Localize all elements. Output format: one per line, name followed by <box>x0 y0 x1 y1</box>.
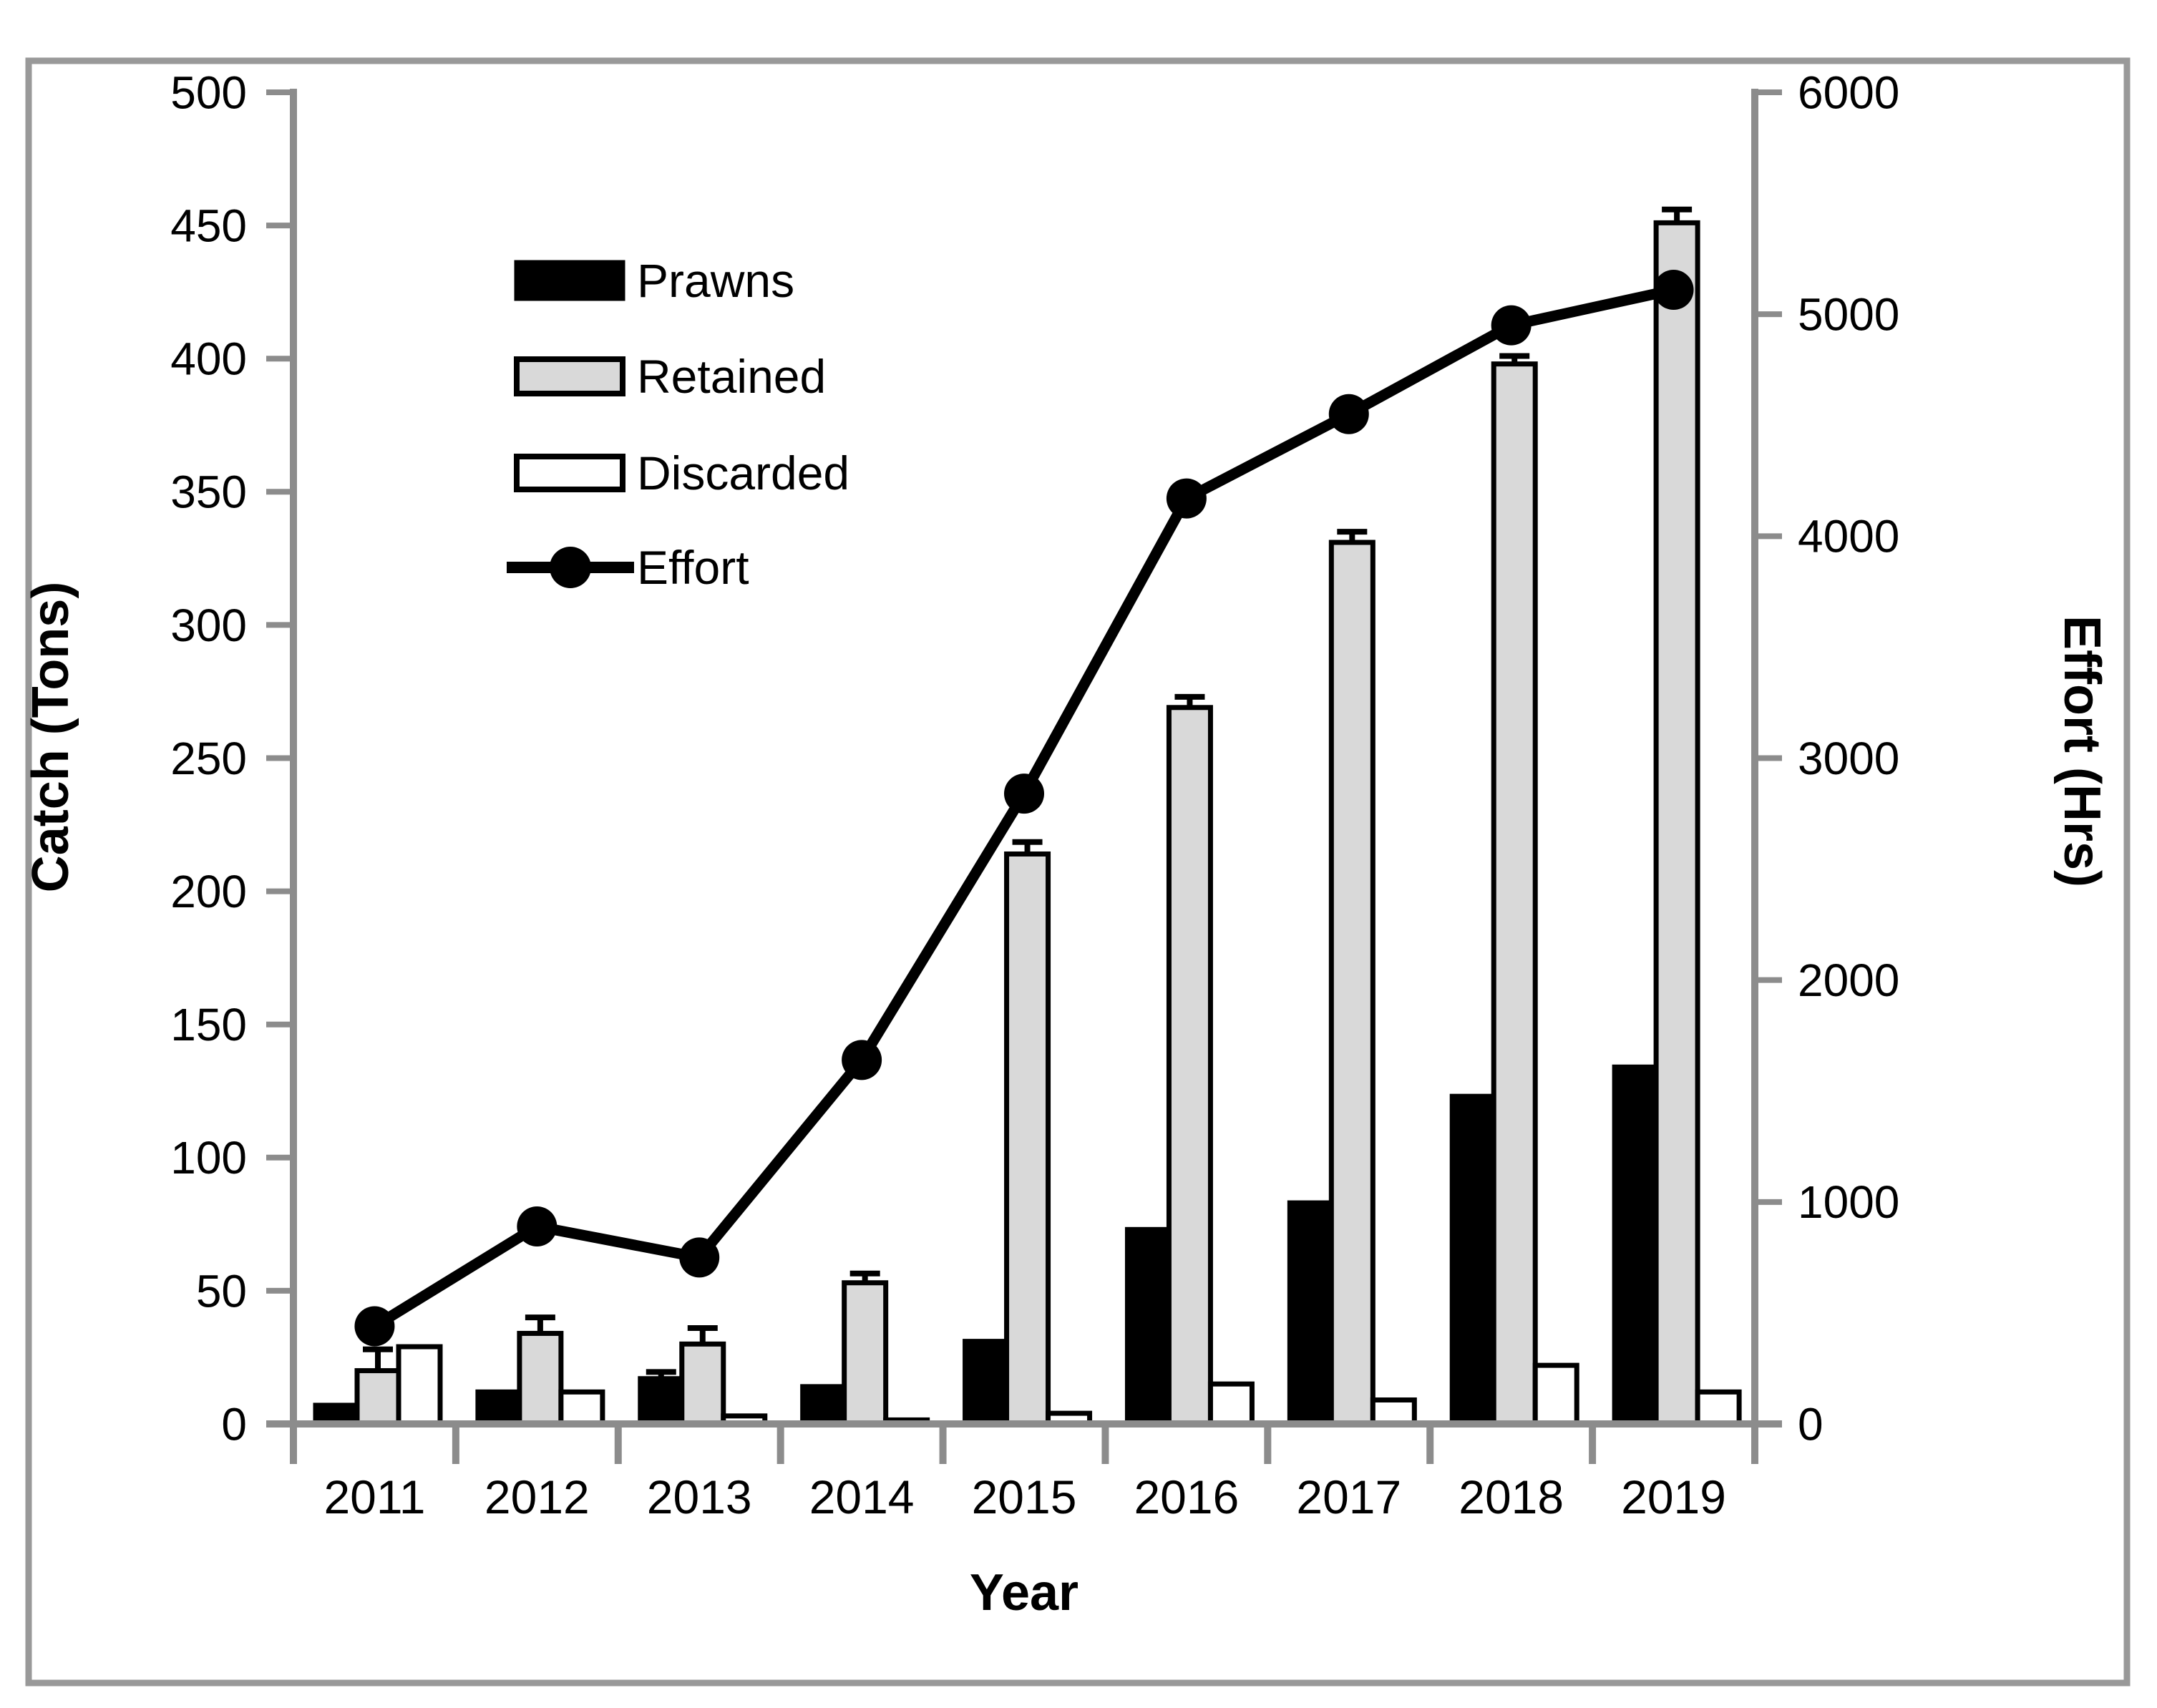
bar-discarded-2018 <box>1532 1362 1579 1427</box>
right-tick-label: 1000 <box>1798 1176 1899 1228</box>
retained-swatch-icon <box>514 356 625 396</box>
bar-retained-2011 <box>354 1368 401 1427</box>
right-tick-label: 6000 <box>1798 67 1899 118</box>
legend-item-effort: Effort <box>507 541 749 594</box>
right-tick-label: 2000 <box>1798 955 1899 1006</box>
prawns-swatch-icon <box>514 260 625 301</box>
left-tick-label: 400 <box>170 333 247 385</box>
effort-marker-2019 <box>1653 270 1694 311</box>
x-category-label: 2015 <box>972 1470 1077 1523</box>
bar-retained-2015 <box>1004 851 1051 1427</box>
x-category-label: 2011 <box>323 1470 425 1523</box>
bar-prawns-2017 <box>1287 1200 1334 1427</box>
figure-border <box>25 57 2131 1687</box>
left-tick-label: 150 <box>170 999 247 1050</box>
legend-item-discarded: Discarded <box>514 446 849 499</box>
left-tick-label: 50 <box>196 1265 247 1317</box>
bar-retained-2013 <box>679 1341 726 1427</box>
effort-marker-2013 <box>679 1237 720 1278</box>
bar-prawns-2016 <box>1124 1226 1172 1427</box>
x-category-label: 2013 <box>647 1470 752 1523</box>
x-category-label: 2017 <box>1296 1470 1401 1523</box>
effort-marker-icon <box>550 547 591 588</box>
left-tick-label: 350 <box>170 467 247 518</box>
left-tick-label: 200 <box>170 866 247 917</box>
bar-discarded-2012 <box>558 1389 605 1427</box>
legend-label-effort: Effort <box>637 541 749 594</box>
effort-marker-2014 <box>842 1040 882 1080</box>
left-tick-label: 0 <box>221 1398 247 1450</box>
bar-retained-2019 <box>1653 220 1700 1427</box>
bar-retained-2017 <box>1328 540 1375 1427</box>
bar-prawns-2013 <box>638 1376 685 1427</box>
bar-retained-2012 <box>517 1330 564 1427</box>
bar-prawns-2015 <box>963 1339 1010 1427</box>
x-category-label: 2016 <box>1134 1470 1239 1523</box>
x-axis-title: Year <box>970 1564 1078 1621</box>
effort-marker-2012 <box>517 1206 557 1246</box>
effort-marker-2016 <box>1166 478 1207 519</box>
right-axis-title: Effort (Hrs) <box>2053 615 2110 887</box>
x-category-label: 2012 <box>485 1470 590 1523</box>
bar-discarded-2011 <box>396 1344 443 1427</box>
right-tick-label: 3000 <box>1798 733 1899 784</box>
x-category-label: 2019 <box>1621 1470 1726 1523</box>
bar-prawns-2019 <box>1612 1064 1659 1427</box>
effort-marker-2017 <box>1328 394 1369 434</box>
bar-discarded-2019 <box>1695 1389 1742 1427</box>
left-tick-label: 250 <box>170 733 247 784</box>
right-axis-ticks: 0 1000 2000 3000 4000 5000 6000 <box>1755 67 1899 1450</box>
left-tick-label: 500 <box>170 67 247 118</box>
left-axis-ticks: 0 50 100 150 200 250 300 350 400 450 500 <box>170 67 293 1450</box>
bar-prawns-2012 <box>475 1389 522 1427</box>
bar-retained-2014 <box>842 1280 889 1427</box>
left-tick-label: 100 <box>170 1132 247 1184</box>
legend-item-prawns: Prawns <box>514 254 794 307</box>
left-tick-label: 300 <box>170 600 247 651</box>
legend-item-retained: Retained <box>514 350 826 403</box>
error-bars <box>363 206 1693 1379</box>
discarded-swatch-icon <box>514 454 625 492</box>
legend-label-prawns: Prawns <box>637 254 794 307</box>
bar-retained-2018 <box>1491 361 1538 1427</box>
left-axis-title: Catch (Tons) <box>22 582 79 893</box>
legend-label-retained: Retained <box>637 350 826 403</box>
effort-marker-2015 <box>1004 774 1044 814</box>
right-tick-label: 4000 <box>1798 511 1899 562</box>
effort-line-series <box>354 270 1694 1347</box>
right-tick-label: 5000 <box>1798 289 1899 341</box>
effort-marker-2018 <box>1491 305 1532 346</box>
x-category-label: 2014 <box>809 1470 915 1523</box>
x-axis-ticks: 2011 2012 2013 2014 2015 2016 2017 2018 2019 <box>290 1424 1758 1523</box>
bar-series <box>313 220 1742 1427</box>
bar-prawns-2014 <box>800 1384 847 1427</box>
bar-discarded-2017 <box>1370 1397 1417 1427</box>
legend: Prawns Retained Discarded Effort <box>507 254 849 594</box>
right-tick-label: 0 <box>1798 1398 1824 1450</box>
legend-label-discarded: Discarded <box>637 446 849 499</box>
bar-discarded-2016 <box>1207 1381 1255 1427</box>
x-category-label: 2018 <box>1459 1470 1564 1523</box>
effort-marker-2011 <box>354 1306 395 1347</box>
bar-prawns-2018 <box>1449 1093 1496 1427</box>
left-tick-label: 450 <box>170 200 247 252</box>
bar-retained-2016 <box>1166 705 1213 1427</box>
